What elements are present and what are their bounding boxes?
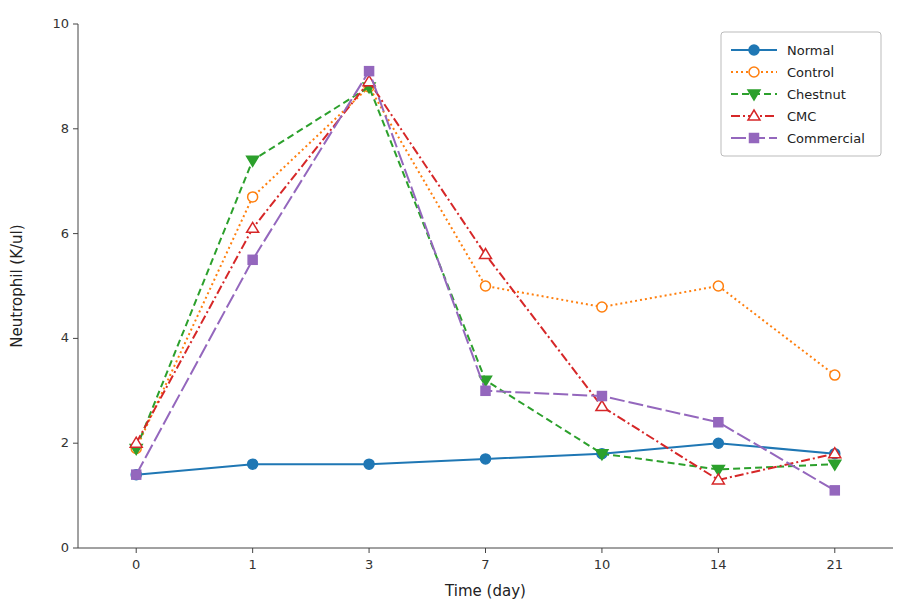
x-tick-label: 1	[249, 557, 257, 572]
series-line	[136, 443, 835, 474]
point	[248, 459, 258, 469]
point	[131, 470, 141, 480]
y-tick	[73, 24, 78, 25]
point	[597, 449, 607, 459]
series	[131, 438, 840, 479]
point	[247, 156, 259, 166]
point	[132, 470, 141, 479]
legend-label: Normal	[787, 43, 834, 58]
x-tick	[718, 548, 719, 553]
point	[830, 486, 839, 495]
legend-marker	[748, 90, 760, 100]
point	[829, 460, 841, 470]
point	[480, 249, 492, 259]
axes: 0 2 4 6 8 10 0 1 3 7 10 14 21	[52, 16, 893, 572]
legend-label: Control	[787, 65, 834, 80]
chart: 0 2 4 6 8 10 0 1 3 7 10 14 21 Time (day) Neutrophil (K…	[0, 0, 917, 614]
legend-marker	[749, 45, 759, 55]
y-tick	[73, 548, 78, 549]
point	[597, 302, 607, 312]
y-tick	[73, 128, 78, 129]
y-tick-label: 4	[61, 330, 69, 345]
point	[481, 454, 491, 464]
point	[364, 459, 374, 469]
point	[481, 281, 491, 291]
point	[596, 450, 608, 460]
y-axis-label: Neutrophil (K/ul)	[8, 224, 26, 347]
y-axis-line	[78, 24, 79, 548]
point	[712, 474, 724, 484]
y-tick-label: 2	[61, 435, 69, 450]
point	[365, 67, 374, 76]
legend-label: Commercial	[787, 131, 865, 146]
y-tick-label: 10	[52, 16, 69, 31]
point	[247, 222, 259, 232]
point	[248, 192, 258, 202]
y-tick-label: 8	[61, 121, 69, 136]
y-tick-label: 0	[61, 540, 69, 555]
x-tick	[136, 548, 137, 553]
legend-label: CMC	[787, 109, 816, 124]
legend-box	[721, 32, 881, 156]
point	[596, 401, 608, 411]
legend-marker	[750, 134, 759, 143]
point	[713, 281, 723, 291]
point	[597, 392, 606, 401]
x-tick	[252, 548, 253, 553]
x-tick-label: 7	[481, 557, 489, 572]
x-tick	[601, 548, 602, 553]
x-tick	[834, 548, 835, 553]
x-tick-label: 3	[365, 557, 373, 572]
point	[714, 418, 723, 427]
point	[829, 448, 841, 458]
y-tick	[73, 233, 78, 234]
y-tick	[73, 338, 78, 339]
x-tick-label: 10	[594, 557, 611, 572]
point	[713, 438, 723, 448]
legend-marker	[748, 110, 760, 120]
legend-label: Chestnut	[787, 87, 846, 102]
x-tick	[369, 548, 370, 553]
x-axis-label: Time (day)	[444, 582, 526, 600]
point	[830, 449, 840, 459]
legend-marker	[749, 67, 759, 77]
y-tick	[73, 443, 78, 444]
point	[481, 386, 490, 395]
x-tick-label: 21	[827, 557, 844, 572]
legend: Normal Control Chestnut CMC Commercial	[721, 32, 881, 156]
point	[248, 255, 257, 264]
point	[130, 437, 142, 447]
y-tick-label: 6	[61, 226, 69, 241]
x-tick-label: 0	[132, 557, 140, 572]
series	[131, 82, 840, 454]
x-tick	[485, 548, 486, 553]
x-tick-label: 14	[710, 557, 727, 572]
point	[830, 370, 840, 380]
